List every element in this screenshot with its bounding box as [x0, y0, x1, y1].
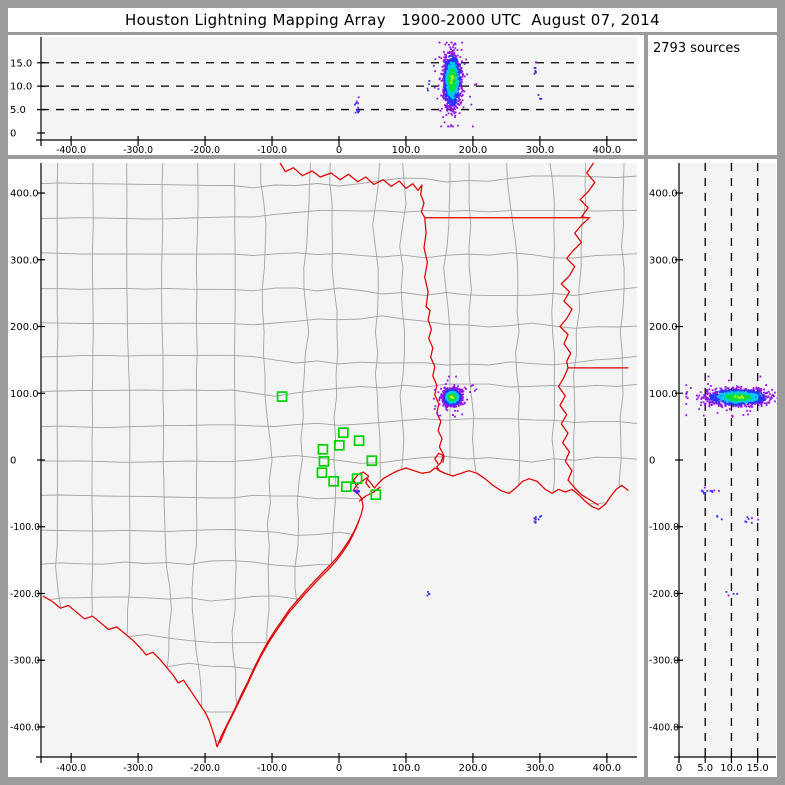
tick-label: -300.0 — [123, 763, 153, 774]
tick-label: -200.0 — [649, 589, 679, 600]
tick-label: 10.0 — [10, 82, 32, 93]
tick-label: 100.0 — [392, 763, 421, 774]
tick-label: 300.0 — [526, 145, 555, 155]
plan-view-map-plot: 400.0 300.0 200.0 100.0 0 -100.0 -200.0 -300.0 -… — [10, 162, 637, 774]
lma-station-marker — [370, 489, 382, 501]
lma-station-marker — [333, 439, 345, 451]
tick-label: -100.0 — [257, 145, 287, 155]
lma-station-marker — [341, 481, 352, 493]
tick-label: 100.0 — [10, 389, 39, 400]
lma-station-marker — [328, 476, 339, 487]
lightning-points — [354, 41, 543, 128]
tick-label: -200.0 — [10, 589, 40, 600]
tick-label: 400.0 — [10, 189, 39, 200]
lma-station-marker — [353, 435, 365, 446]
tick-label: 0 — [676, 763, 682, 774]
page-title: Houston Lightning Mapping Array 1900-200… — [125, 11, 660, 29]
tick-label: 0 — [336, 145, 342, 155]
tick-label: 200.0 — [649, 322, 678, 333]
tick-label: 15.0 — [10, 58, 32, 69]
lma-station-marker — [318, 455, 330, 467]
tick-label: -100.0 — [649, 522, 679, 533]
tick-label: -200.0 — [190, 145, 220, 155]
sources-count-label: 2793 sources — [653, 41, 741, 56]
lightning-points — [354, 375, 543, 597]
tick-label: -100.0 — [257, 763, 287, 774]
lma-station-marker — [276, 391, 288, 402]
lightning-points — [685, 375, 777, 597]
tick-label: -400.0 — [10, 722, 40, 733]
tick-label: 0 — [10, 456, 16, 467]
tick-label: 0 — [10, 128, 16, 139]
tick-label: 200.0 — [459, 145, 488, 155]
state-borders-red — [42, 162, 629, 748]
tick-label: -300.0 — [123, 145, 153, 155]
tick-label: 400.0 — [649, 189, 678, 200]
lma-station-marker — [316, 467, 328, 479]
title-bar: Houston Lightning Mapping Array 1900-200… — [8, 8, 777, 32]
plan-view-map-panel: 400.0 300.0 200.0 100.0 0 -100.0 -200.0 -300.0 -… — [8, 159, 644, 777]
tick-label: 200.0 — [459, 763, 488, 774]
tick-label: 0 — [649, 456, 655, 467]
tick-label: 10.0 — [720, 763, 742, 774]
tick-label: -400.0 — [56, 145, 86, 155]
tick-label: 400.0 — [593, 145, 622, 155]
altitude-vs-eastwest-panel: 0 5.0 10.0 15.0 -400.0 -300.0 -200.0 -100.0 0 100… — [8, 35, 644, 155]
tick-label: 300.0 — [10, 255, 39, 266]
tick-label: -400.0 — [56, 763, 86, 774]
tick-label: 400.0 — [593, 763, 622, 774]
tick-label: -200.0 — [190, 763, 220, 774]
tick-label: 5.0 — [697, 763, 713, 774]
altitude-vs-eastwest-plot: 0 5.0 10.0 15.0 -400.0 -300.0 -200.0 -100.0 0 100… — [10, 37, 637, 155]
tick-label: -300.0 — [649, 656, 679, 667]
tick-label: 200.0 — [10, 322, 39, 333]
lma-station-marker — [317, 443, 329, 455]
lma-station-marker — [366, 455, 378, 467]
tick-label: -300.0 — [10, 656, 40, 667]
tick-label: -100.0 — [10, 522, 40, 533]
sources-count-box: 2793 sources — [648, 35, 777, 155]
lma-station-marker — [338, 427, 349, 438]
lma-station-marker — [351, 473, 363, 485]
lma-station-markers — [276, 391, 382, 501]
tick-label: 300.0 — [649, 255, 678, 266]
tick-label: 15.0 — [747, 763, 769, 774]
altitude-vs-northsouth-plot: 400.0 300.0 200.0 100.0 0 -100.0 -200.0 -300.0 -… — [649, 163, 777, 774]
tick-label: 0 — [336, 763, 342, 774]
tick-label: -400.0 — [649, 722, 679, 733]
altitude-vs-northsouth-panel: 400.0 300.0 200.0 100.0 0 -100.0 -200.0 -300.0 -… — [648, 159, 777, 777]
tick-label: 5.0 — [10, 105, 26, 116]
tick-label: 300.0 — [526, 763, 555, 774]
tick-label: 100.0 — [392, 145, 421, 155]
tick-label: 100.0 — [649, 389, 678, 400]
